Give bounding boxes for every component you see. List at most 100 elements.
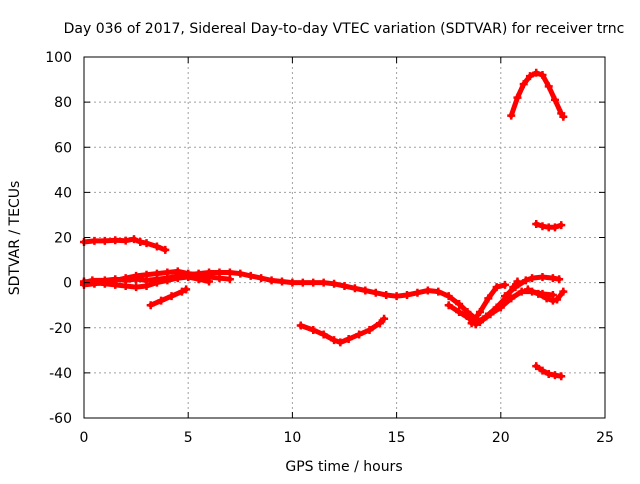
data-point: [557, 372, 566, 381]
data-point: [507, 294, 516, 303]
x-tick-label: 20: [492, 430, 510, 446]
data-point: [355, 330, 364, 339]
data-point: [132, 283, 141, 292]
data-point: [521, 276, 530, 285]
data-point: [121, 282, 130, 291]
series-line: [508, 70, 566, 120]
data-point: [152, 278, 161, 287]
data-point: [298, 278, 307, 287]
y-tick-label: 20: [54, 231, 72, 247]
data-point: [157, 296, 166, 305]
data-point: [538, 71, 547, 80]
data-point: [161, 245, 170, 254]
data-point: [163, 276, 172, 285]
data-point: [519, 80, 528, 89]
data-point: [544, 82, 553, 91]
data-point: [365, 326, 374, 335]
data-point: [492, 283, 501, 292]
data-point: [513, 93, 522, 102]
y-tick-label: 40: [54, 185, 72, 201]
data-point: [309, 326, 318, 335]
data-point: [100, 279, 109, 288]
data-point: [319, 278, 328, 287]
data-point: [225, 268, 234, 277]
y-tick-label: -20: [49, 321, 72, 337]
series-line: [81, 236, 168, 253]
data-point: [361, 286, 370, 295]
data-point: [350, 284, 359, 293]
data-point: [184, 272, 193, 281]
data-point: [380, 314, 389, 323]
x-tick-label: 5: [184, 430, 193, 446]
data-point: [555, 275, 564, 284]
data-point: [413, 288, 422, 297]
data-point: [525, 72, 534, 81]
series-arc-10: [500, 272, 564, 301]
data-point: [559, 287, 568, 296]
data-point: [444, 292, 453, 301]
data-point: [267, 276, 276, 285]
data-point: [532, 68, 541, 77]
data-point: [542, 294, 551, 303]
data-point: [507, 111, 516, 120]
data-point: [534, 289, 543, 298]
data-point: [100, 236, 109, 245]
data-point: [500, 292, 509, 301]
series-arc-5: [146, 285, 191, 310]
data-point: [152, 242, 161, 251]
series-arc-11: [523, 285, 568, 305]
data-point: [500, 280, 509, 289]
data-point: [392, 292, 401, 301]
data-point: [455, 307, 464, 316]
data-point: [167, 292, 176, 301]
data-point: [182, 285, 191, 294]
data-point: [371, 288, 380, 297]
data-point: [173, 267, 182, 276]
y-tick-label: 0: [63, 276, 72, 292]
data-point: [532, 219, 541, 228]
data-point: [482, 312, 491, 321]
data-point: [382, 291, 391, 300]
data-point: [121, 236, 130, 245]
data-point: [344, 335, 353, 344]
data-point: [330, 336, 339, 345]
data-point: [236, 269, 245, 278]
data-point: [375, 319, 384, 328]
data-point: [538, 366, 547, 375]
data-point: [557, 221, 566, 230]
y-tick-label: -40: [49, 366, 72, 382]
data-point: [471, 319, 480, 328]
data-point: [492, 303, 501, 312]
data-point: [205, 277, 214, 286]
data-point: [163, 268, 172, 277]
data-point: [130, 235, 139, 244]
data-point: [330, 279, 339, 288]
data-point: [523, 285, 532, 294]
y-tick-label: 60: [54, 140, 72, 156]
data-point: [455, 300, 464, 309]
data-point: [309, 278, 318, 287]
data-point: [142, 282, 151, 291]
data-point: [511, 283, 520, 292]
data-point: [528, 274, 537, 283]
y-tick-label: 80: [54, 95, 72, 111]
data-point: [225, 275, 234, 284]
data-point: [90, 278, 99, 287]
data-point: [173, 274, 182, 283]
data-point: [177, 287, 186, 296]
x-tick-label: 0: [80, 430, 89, 446]
data-point: [111, 236, 120, 245]
data-point: [111, 280, 120, 289]
x-tick-label: 10: [283, 430, 301, 446]
grid-layer: [84, 57, 605, 418]
data-point: [121, 274, 130, 283]
data-point: [550, 95, 559, 104]
x-axis-label: GPS time / hours: [285, 459, 402, 475]
series-arc-13: [532, 219, 566, 232]
data-point: [142, 270, 151, 279]
data-point: [559, 112, 568, 121]
series-line: [298, 316, 387, 345]
data-point: [246, 271, 255, 280]
data-point: [532, 362, 541, 371]
